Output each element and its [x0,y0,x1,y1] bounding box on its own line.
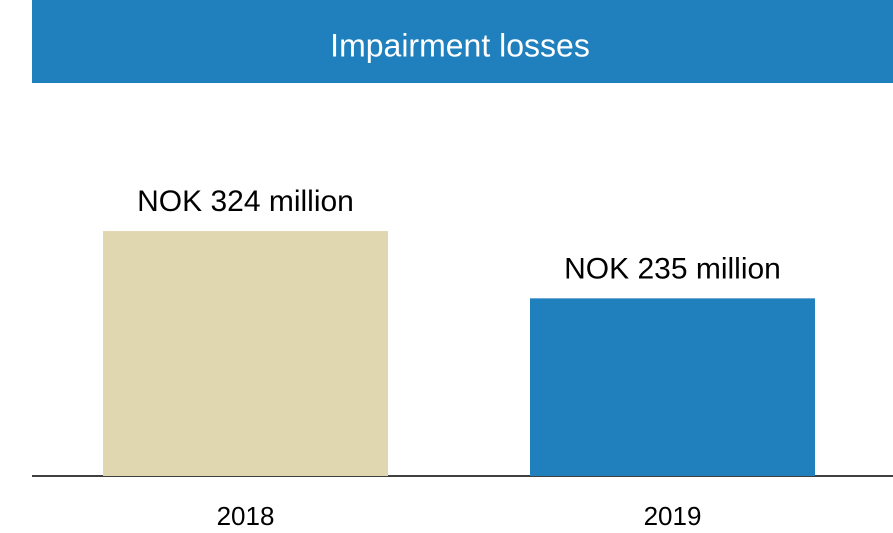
bar [103,231,388,476]
data-label: NOK 235 million [564,252,781,285]
x-tick-label: 2018 [217,501,275,531]
x-tick-label: 2019 [644,501,702,531]
data-label: NOK 324 million [137,185,354,218]
chart-title: Impairment losses [330,27,590,63]
title-banner [32,0,893,83]
bar [530,298,815,476]
